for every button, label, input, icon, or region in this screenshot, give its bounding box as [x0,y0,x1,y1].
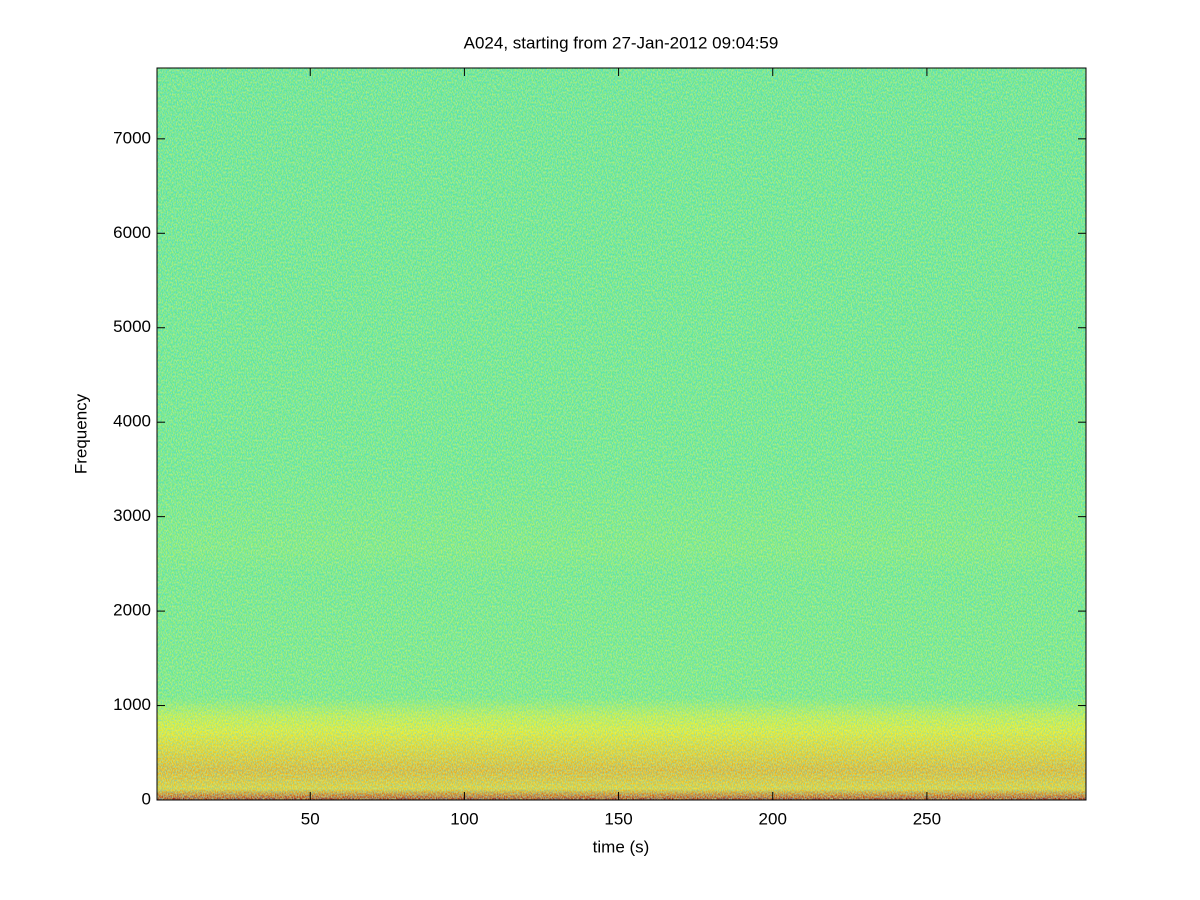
y-tick-label: 5000 [113,317,151,336]
y-tick-label: 4000 [113,412,151,431]
spectrogram-texture [157,68,1086,800]
spectrogram [156,67,1087,801]
y-tick-label: 7000 [113,128,151,147]
y-tick-label: 1000 [113,695,151,714]
y-axis-label: Frequency [71,393,90,474]
x-tick-label: 250 [913,809,941,828]
x-tick-label: 50 [301,809,320,828]
y-tick-label: 6000 [113,223,151,242]
x-tick-label: 200 [759,809,787,828]
y-tick-label: 3000 [113,506,151,525]
y-tick-label: 2000 [113,601,151,620]
x-tick-label: 150 [604,809,632,828]
x-tick-label: 100 [450,809,478,828]
plot-frame [156,67,1087,801]
chart-title: A024, starting from 27-Jan-2012 09:04:59 [464,33,779,52]
x-axis-label: time (s) [593,837,650,856]
y-tick-label: 0 [142,789,151,808]
